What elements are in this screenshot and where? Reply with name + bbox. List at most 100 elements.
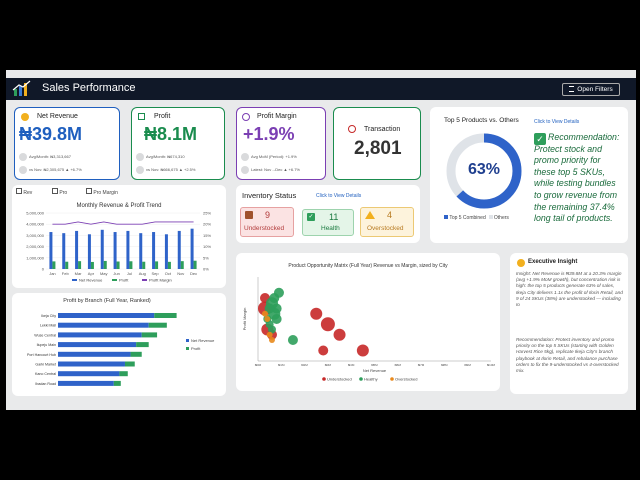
healthy-count: 11 <box>329 212 339 222</box>
revenue-bar <box>58 361 125 367</box>
checkbox[interactable] <box>16 188 22 194</box>
avatar-icon <box>19 166 27 174</box>
legend-swatch <box>359 377 363 381</box>
profit-bar <box>130 351 142 357</box>
x-tick-label: ₦0M <box>255 363 262 367</box>
kpi-avg: Avg/Month: ₦3,313,667 <box>29 154 71 160</box>
branch-title: Profit by Branch (Full Year, Ranked) <box>63 298 151 304</box>
revenue-bar <box>75 230 79 269</box>
revenue-bar <box>58 351 131 357</box>
y2-tick-label: 10% <box>203 244 211 249</box>
legend-swatch <box>488 215 493 219</box>
scatter-point <box>271 314 282 324</box>
x-tick-label: Jun <box>113 271 119 276</box>
revenue-bar <box>113 232 117 269</box>
x-tick-label: ₦6M <box>395 363 402 367</box>
kpi-compare: vs Nov: ₦666,675 ▲ +2.5% <box>146 167 196 173</box>
insight-text: Insight: Net Revenue is ₦39.8M at a 20.3… <box>516 271 623 308</box>
trend-chart: 5,000,000 25% 4,000,000 20% 3,000,000 15% 2,00… <box>26 211 211 283</box>
y2-tick-label: 15% <box>203 233 211 238</box>
revenue-bar <box>62 233 66 269</box>
x-axis-title: Net Revenue <box>363 368 387 373</box>
kpi-card-transaction[interactable]: Transaction 2,801 <box>333 107 421 180</box>
revenue-bar <box>58 371 120 377</box>
top5-percent: 63% <box>467 161 501 178</box>
legend-swatch <box>72 279 77 281</box>
profit-bar <box>154 313 177 318</box>
kpi-card-net-revenue[interactable]: Net Revenue ₦39.8M Avg/Month: ₦3,313,667… <box>14 107 120 180</box>
insight-title: Executive Insight <box>528 259 578 265</box>
profit-bar <box>119 371 128 377</box>
box-icon <box>245 211 253 219</box>
x-tick-label: ₦9M <box>465 363 472 367</box>
x-tick-label: ₦7M <box>418 363 425 367</box>
top5-details-link[interactable]: Click to View Details <box>534 119 580 125</box>
revenue-bar <box>126 230 130 269</box>
profit-bar <box>113 380 121 386</box>
x-tick-label: Nov <box>177 271 184 276</box>
legend-label: Net Revenue <box>79 278 103 283</box>
y2-tick-label: 0% <box>203 267 209 272</box>
avatar-icon <box>136 153 144 161</box>
x-tick-label: ₦5M <box>371 363 378 367</box>
kpi-title: Net Revenue <box>37 113 78 120</box>
x-tick-label: Feb <box>62 271 70 276</box>
kpi-card-profit[interactable]: Profit ₦8.1M Avg/Month: ₦674,310 vs Nov:… <box>131 107 225 180</box>
matrix-title: Product Opportunity Matrix (Full Year) R… <box>288 263 448 269</box>
legend-label: Profit <box>191 346 201 351</box>
page-title: Sales Performance <box>42 82 136 94</box>
revenue-bar <box>58 322 149 328</box>
top5-title: Top 5 Products vs. Others <box>444 117 519 124</box>
checkbox[interactable] <box>86 188 92 194</box>
overstocked-count: 4 <box>387 210 393 220</box>
x-tick-label: ₦8M <box>441 363 448 367</box>
legend-others: Others <box>493 215 509 221</box>
revenue-bar <box>139 233 143 269</box>
kpi-value: +1.9% <box>243 124 295 144</box>
scatter-point <box>266 331 273 338</box>
profit-bar <box>116 261 120 269</box>
inventory-status-card: Inventory Status Click to View Details 9… <box>236 185 420 243</box>
branch-label: Lekki Mall <box>40 324 56 328</box>
checkbox[interactable] <box>52 188 58 194</box>
overstocked-label: Overstocked <box>367 225 404 232</box>
understocked-tile[interactable]: 9 Understocked <box>240 207 294 237</box>
x-tick-label: ₦4M <box>348 363 355 367</box>
healthy-tile[interactable]: ✓ 11 Health <box>302 209 354 236</box>
scatter-point <box>269 293 280 303</box>
trend-title: Monthly Revenue & Profit Trend <box>76 203 162 209</box>
top5-donut-chart <box>446 133 522 209</box>
x-tick-label: Aug <box>139 271 146 276</box>
scatter-point <box>310 307 323 320</box>
profit-bar <box>193 260 197 269</box>
kpi-compare: vs Nov: ₦2,305,675 ▲ +6.7% <box>29 167 82 173</box>
kpi-value: ₦39.8M <box>19 124 83 144</box>
profit-bar <box>142 261 146 269</box>
open-filters-button[interactable]: Open Filters <box>562 83 620 96</box>
inventory-title: Inventory Status <box>242 191 297 200</box>
profit-bar <box>124 361 135 367</box>
legend-label: Overstocked <box>395 377 417 382</box>
legend-swatch <box>112 279 117 281</box>
legend-top5: Top 5 Combined <box>449 215 486 221</box>
kpi-avg: Avg MoM (Period): +1.9% <box>251 154 297 160</box>
profit-bar <box>78 261 82 269</box>
overstocked-tile[interactable]: 4 Overstocked <box>360 207 414 237</box>
revenue-bar <box>58 380 114 386</box>
target-icon <box>242 113 250 121</box>
profit-bar <box>148 322 167 328</box>
open-filters-label: Open Filters <box>577 86 613 93</box>
checkbox-icon <box>138 113 145 120</box>
revenue-bar <box>177 230 181 269</box>
kpi-card-profit-margin[interactable]: Profit Margin +1.9% Avg MoM (Period): +1… <box>236 107 326 180</box>
scatter-point <box>356 344 369 357</box>
profit-bar <box>180 261 184 269</box>
branch-label: Ikeja City <box>41 314 56 318</box>
donut-top5-segment <box>446 133 522 209</box>
inventory-details-link[interactable]: Click to View Details <box>316 193 362 199</box>
revenue-bar <box>190 228 194 269</box>
legend-swatch <box>444 215 448 219</box>
y-axis-title: Profit Margin <box>242 308 247 331</box>
kpi-value: 2,801 <box>354 138 402 159</box>
legend-swatch <box>142 279 147 281</box>
